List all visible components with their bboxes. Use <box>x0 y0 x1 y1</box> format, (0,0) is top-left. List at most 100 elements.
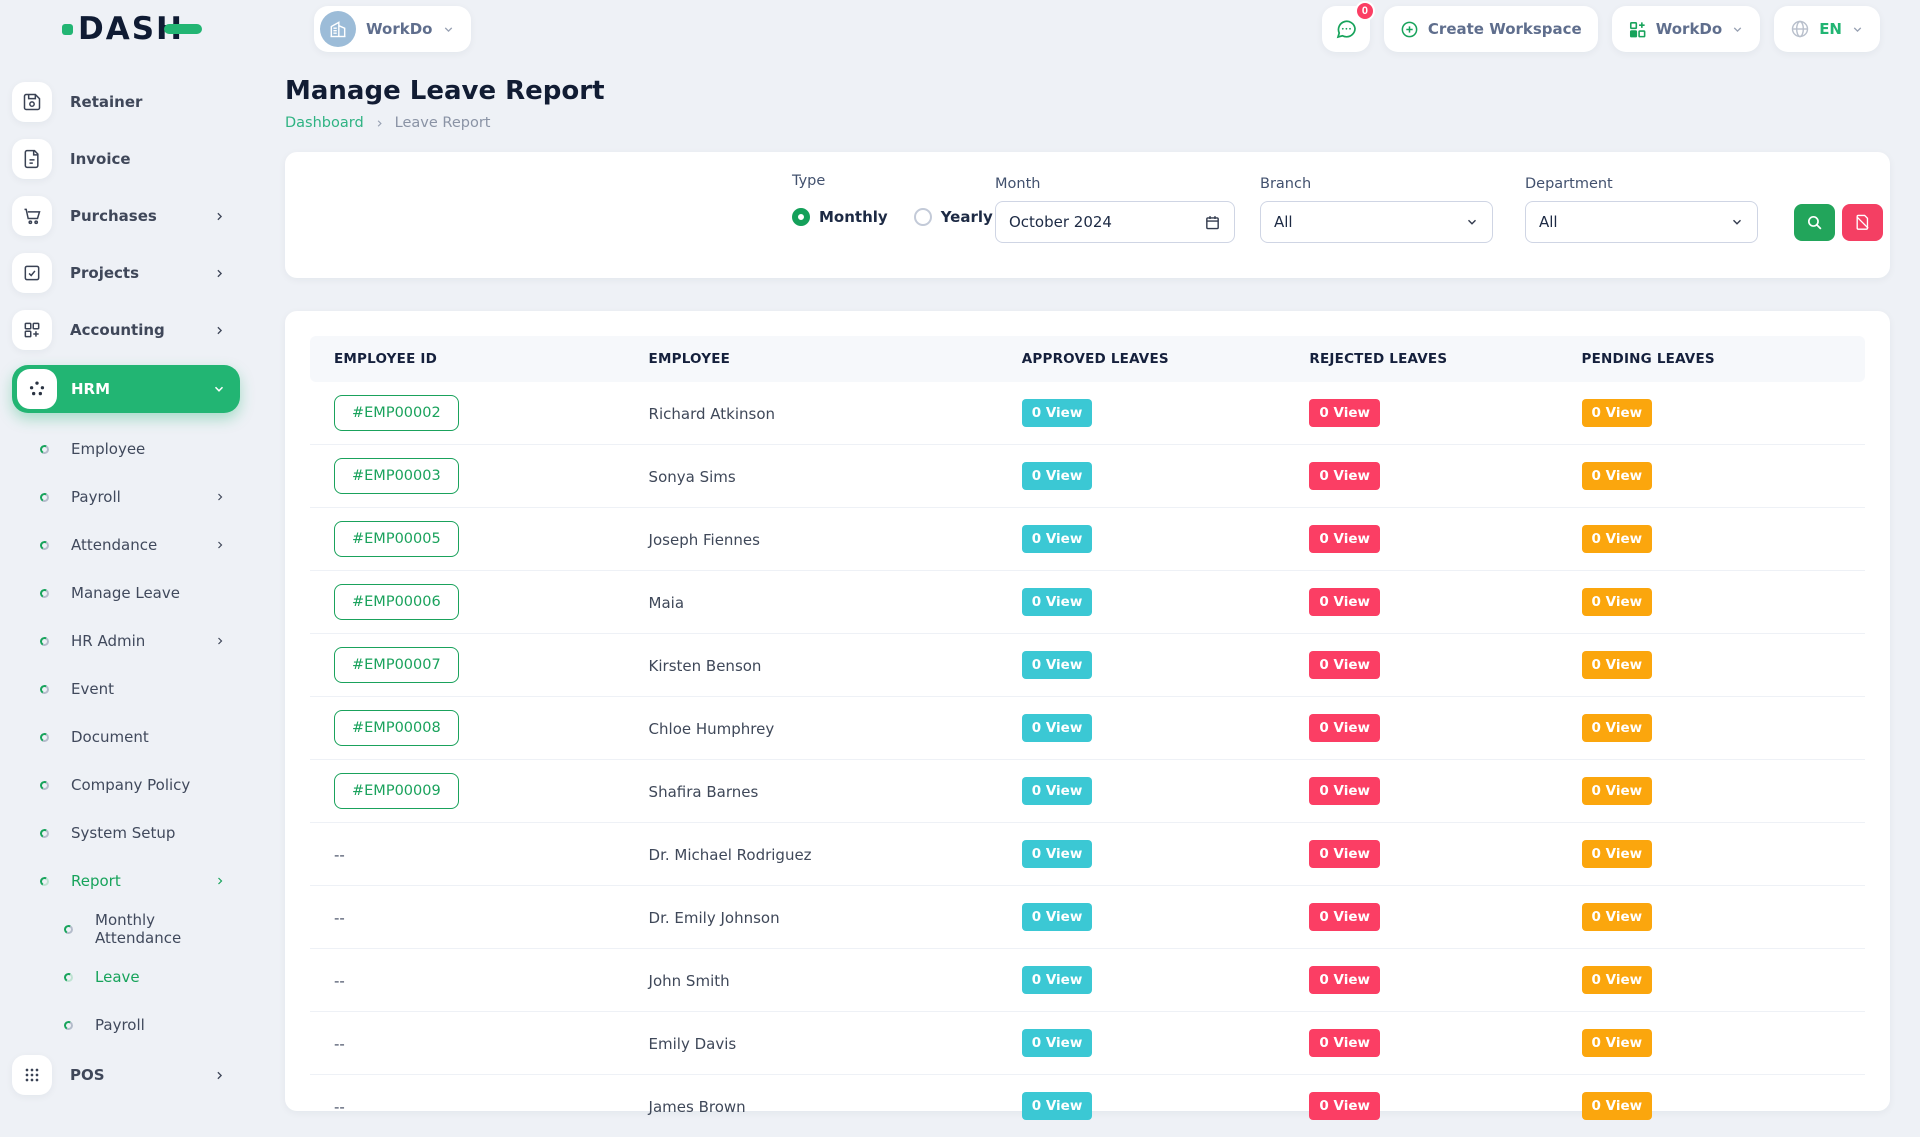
sidebar-item-pos[interactable]: POS <box>12 1053 240 1097</box>
employee-id-button[interactable]: #EMP00005 <box>334 521 459 557</box>
approved-leaves-badge[interactable]: 0 View <box>1022 462 1093 490</box>
messages-button[interactable]: 0 <box>1322 6 1370 52</box>
approved-leaves-badge[interactable]: 0 View <box>1022 840 1093 868</box>
employee-id-button[interactable]: #EMP00002 <box>334 395 459 431</box>
table-row: #EMP00003 Sonya Sims 0 View 0 View 0 Vie… <box>310 445 1865 508</box>
employee-id-empty: -- <box>334 909 345 927</box>
pending-leaves-badge[interactable]: 0 View <box>1582 903 1653 931</box>
rejected-leaves-badge[interactable]: 0 View <box>1309 1029 1380 1057</box>
employee-name: Dr. Michael Rodriguez <box>649 846 812 864</box>
sidebar-item-document[interactable]: Document <box>12 717 240 757</box>
sidebar-item-label: Document <box>71 728 149 746</box>
employee-id-button[interactable]: #EMP00006 <box>334 584 459 620</box>
sidebar-item-monthly-attendance[interactable]: Monthly Attendance <box>12 909 240 949</box>
rejected-leaves-badge[interactable]: 0 View <box>1309 903 1380 931</box>
pending-leaves-badge[interactable]: 0 View <box>1582 966 1653 994</box>
sidebar-item-label: POS <box>70 1066 105 1084</box>
grid-plus-icon <box>1628 20 1647 39</box>
sidebar-item-invoice[interactable]: Invoice <box>12 137 240 181</box>
sidebar-item-projects[interactable]: Projects <box>12 251 240 295</box>
sidebar-item-purchases[interactable]: Purchases <box>12 194 240 238</box>
chevron-right-icon <box>213 210 226 223</box>
pending-leaves-badge[interactable]: 0 View <box>1582 1092 1653 1120</box>
department-select[interactable]: All <box>1525 201 1758 243</box>
pending-leaves-badge[interactable]: 0 View <box>1582 525 1653 553</box>
month-input[interactable]: October 2024 <box>995 201 1235 243</box>
month-label: Month <box>995 176 1040 192</box>
pending-leaves-badge[interactable]: 0 View <box>1582 1029 1653 1057</box>
sidebar-item-system-setup[interactable]: System Setup <box>12 813 240 853</box>
reset-button[interactable] <box>1842 204 1883 241</box>
rejected-leaves-badge[interactable]: 0 View <box>1309 777 1380 805</box>
approved-leaves-badge[interactable]: 0 View <box>1022 525 1093 553</box>
approved-leaves-badge[interactable]: 0 View <box>1022 1092 1093 1120</box>
radio-monthly[interactable]: Monthly <box>792 208 888 226</box>
approved-leaves-badge[interactable]: 0 View <box>1022 966 1093 994</box>
workdo-menu-button[interactable]: WorkDo <box>1612 6 1760 52</box>
search-button[interactable] <box>1794 204 1835 241</box>
approved-leaves-badge[interactable]: 0 View <box>1022 777 1093 805</box>
plus-circle-icon <box>1400 20 1419 39</box>
approved-leaves-badge[interactable]: 0 View <box>1022 588 1093 616</box>
employee-id-button[interactable]: #EMP00008 <box>334 710 459 746</box>
pending-leaves-badge[interactable]: 0 View <box>1582 714 1653 742</box>
employee-id-button[interactable]: #EMP00007 <box>334 647 459 683</box>
sidebar-item-label: Manage Leave <box>71 584 180 602</box>
sidebar: Retainer Invoice Purchases Projec <box>0 58 252 1080</box>
bullet-icon <box>39 683 50 694</box>
sidebar-item-leave[interactable]: Leave <box>12 957 240 997</box>
sidebar-item-hrm[interactable]: HRM <box>12 365 240 413</box>
sidebar-item-accounting[interactable]: Accounting <box>12 308 240 352</box>
leave-report-table: EMPLOYEE ID EMPLOYEE APPROVED LEAVES REJ… <box>310 336 1865 1137</box>
type-label: Type <box>792 173 825 189</box>
rejected-leaves-badge[interactable]: 0 View <box>1309 525 1380 553</box>
pending-leaves-badge[interactable]: 0 View <box>1582 777 1653 805</box>
sidebar-item-hr-admin[interactable]: HR Admin <box>12 621 240 661</box>
sidebar-item-label: Accounting <box>70 321 165 339</box>
table-row: -- Dr. Michael Rodriguez 0 View 0 View 0… <box>310 823 1865 886</box>
rejected-leaves-badge[interactable]: 0 View <box>1309 714 1380 742</box>
pending-leaves-badge[interactable]: 0 View <box>1582 462 1653 490</box>
language-selector[interactable]: EN <box>1774 6 1880 52</box>
sidebar-item-retainer[interactable]: Retainer <box>12 80 240 124</box>
sidebar-item-manage-leave[interactable]: Manage Leave <box>12 573 240 613</box>
pending-leaves-badge[interactable]: 0 View <box>1582 840 1653 868</box>
eraser-reset-icon <box>1854 214 1871 231</box>
approved-leaves-badge[interactable]: 0 View <box>1022 1029 1093 1057</box>
sidebar-item-event[interactable]: Event <box>12 669 240 709</box>
breadcrumb-dashboard-link[interactable]: Dashboard <box>285 115 364 131</box>
approved-leaves-badge[interactable]: 0 View <box>1022 903 1093 931</box>
branch-select[interactable]: All <box>1260 201 1493 243</box>
rejected-leaves-badge[interactable]: 0 View <box>1309 966 1380 994</box>
approved-leaves-badge[interactable]: 0 View <box>1022 399 1093 427</box>
rejected-leaves-badge[interactable]: 0 View <box>1309 462 1380 490</box>
radio-yearly[interactable]: Yearly <box>914 208 993 226</box>
pending-leaves-badge[interactable]: 0 View <box>1582 651 1653 679</box>
pending-leaves-badge[interactable]: 0 View <box>1582 588 1653 616</box>
create-workspace-button[interactable]: Create Workspace <box>1384 6 1598 52</box>
sidebar-item-report-payroll[interactable]: Payroll <box>12 1005 240 1045</box>
sidebar-item-label: Event <box>71 680 114 698</box>
sidebar-item-company-policy[interactable]: Company Policy <box>12 765 240 805</box>
sidebar-item-payroll[interactable]: Payroll <box>12 477 240 517</box>
rejected-leaves-badge[interactable]: 0 View <box>1309 840 1380 868</box>
col-employee: EMPLOYEE <box>637 336 1010 382</box>
sidebar-item-employee[interactable]: Employee <box>12 429 240 469</box>
retainer-save-icon <box>12 82 52 122</box>
rejected-leaves-badge[interactable]: 0 View <box>1309 399 1380 427</box>
rejected-leaves-badge[interactable]: 0 View <box>1309 588 1380 616</box>
approved-leaves-badge[interactable]: 0 View <box>1022 651 1093 679</box>
sidebar-item-label: Leave <box>95 968 140 986</box>
rejected-leaves-badge[interactable]: 0 View <box>1309 1092 1380 1120</box>
check-square-icon <box>12 253 52 293</box>
employee-id-button[interactable]: #EMP00009 <box>334 773 459 809</box>
workspace-selector[interactable]: WorkDo <box>314 6 471 52</box>
rejected-leaves-badge[interactable]: 0 View <box>1309 651 1380 679</box>
chevron-right-icon <box>213 324 226 337</box>
sidebar-item-report[interactable]: Report <box>12 861 240 901</box>
pending-leaves-badge[interactable]: 0 View <box>1582 399 1653 427</box>
approved-leaves-badge[interactable]: 0 View <box>1022 714 1093 742</box>
employee-id-button[interactable]: #EMP00003 <box>334 458 459 494</box>
sidebar-item-attendance[interactable]: Attendance <box>12 525 240 565</box>
search-icon <box>1806 214 1823 231</box>
